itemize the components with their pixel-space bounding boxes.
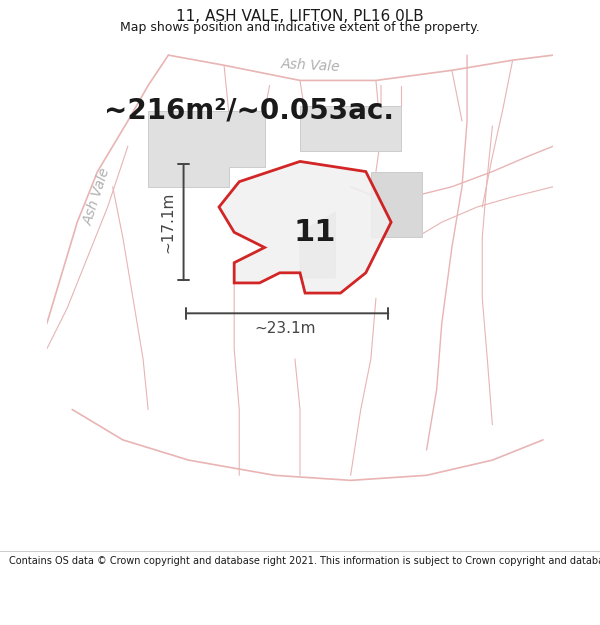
- Text: ~23.1m: ~23.1m: [254, 321, 316, 336]
- Text: Map shows position and indicative extent of the property.: Map shows position and indicative extent…: [120, 21, 480, 34]
- Text: Contains OS data © Crown copyright and database right 2021. This information is : Contains OS data © Crown copyright and d…: [9, 556, 600, 566]
- Text: 11, ASH VALE, LIFTON, PL16 0LB: 11, ASH VALE, LIFTON, PL16 0LB: [176, 9, 424, 24]
- Text: ~17.1m: ~17.1m: [161, 191, 176, 253]
- Polygon shape: [300, 212, 335, 278]
- Text: Ash Vale: Ash Vale: [82, 166, 113, 228]
- Polygon shape: [148, 111, 265, 187]
- Text: ~216m²/~0.053ac.: ~216m²/~0.053ac.: [104, 97, 394, 125]
- Polygon shape: [371, 171, 421, 238]
- Polygon shape: [300, 106, 401, 151]
- Polygon shape: [219, 161, 391, 293]
- Text: Ash Vale: Ash Vale: [280, 57, 340, 74]
- Text: 11: 11: [294, 217, 337, 247]
